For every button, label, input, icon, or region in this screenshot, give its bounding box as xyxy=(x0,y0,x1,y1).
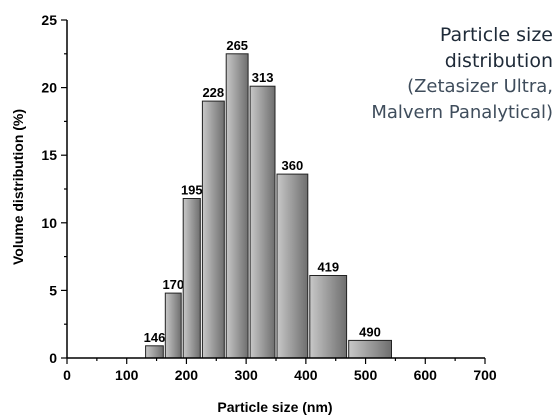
y-tick-label: 0 xyxy=(49,350,57,366)
bars-layer: 146 170 195 228 265 313 360 419 490 xyxy=(144,38,393,359)
x-tick-label: 600 xyxy=(414,367,438,383)
caption-line-1: Particle size xyxy=(439,24,553,46)
y-tick-label: 15 xyxy=(41,147,57,163)
x-tick-label: 400 xyxy=(294,367,318,383)
y-tick-label: 20 xyxy=(41,80,57,96)
bar-419 xyxy=(309,275,348,359)
chart-caption: Particle size distribution (Zetasizer Ul… xyxy=(371,22,553,126)
y-tick-label: 10 xyxy=(41,215,57,231)
caption-line-4: Malvern Panalytical) xyxy=(371,102,553,123)
y-tick-label: 25 xyxy=(41,12,57,28)
bar-313 xyxy=(249,85,276,359)
bar-label-419: 419 xyxy=(317,260,339,275)
bar-195 xyxy=(182,198,201,359)
bar-label-146: 146 xyxy=(144,330,166,345)
bar-265 xyxy=(225,53,249,359)
bar-label-228: 228 xyxy=(202,85,224,100)
x-tick-label: 300 xyxy=(234,367,258,383)
bar-label-313: 313 xyxy=(252,70,274,85)
bar-label-360: 360 xyxy=(282,158,304,173)
x-tick-label: 200 xyxy=(175,367,199,383)
y-tick-label: 5 xyxy=(49,282,57,298)
bar-label-265: 265 xyxy=(226,38,248,53)
bar-label-170: 170 xyxy=(162,277,184,292)
x-tick-label: 100 xyxy=(115,367,139,383)
caption-line-2: distribution xyxy=(444,50,553,72)
x-tick-label: 0 xyxy=(63,367,71,383)
bar-label-490: 490 xyxy=(359,324,381,339)
bar-360 xyxy=(276,173,309,359)
bar-170 xyxy=(164,292,182,359)
bar-490 xyxy=(348,339,393,359)
caption-line-3: (Zetasizer Ultra, xyxy=(407,76,553,97)
bar-146 xyxy=(145,345,164,359)
bar-label-195: 195 xyxy=(181,183,203,198)
y-axis-title: Volume distribution (%) xyxy=(10,109,26,265)
bar-228 xyxy=(201,100,225,359)
x-tick-label: 500 xyxy=(354,367,378,383)
x-axis-title: Particle size (nm) xyxy=(217,399,332,415)
x-tick-label: 700 xyxy=(473,367,497,383)
axes-layer: 0 100 200 300 400 500 600 700 0 5 10 15 20 25 xyxy=(41,12,496,383)
